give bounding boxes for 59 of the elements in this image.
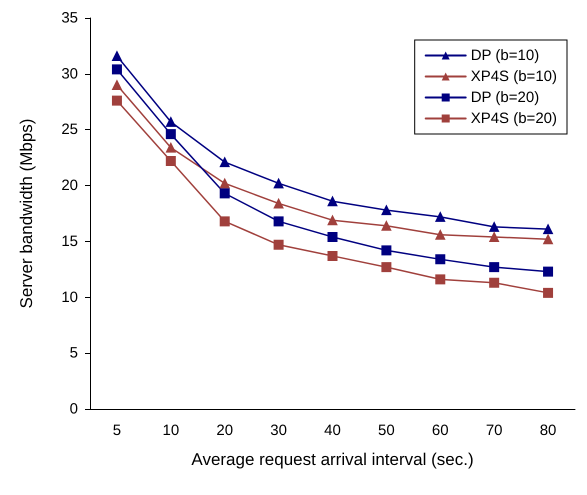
point [435,230,446,240]
x-tick-label: 20 [216,422,234,439]
x-tick-label: 60 [432,422,449,439]
point [489,232,500,242]
y-tick-label: 20 [61,177,78,194]
point [435,274,446,284]
point [435,254,446,264]
point [328,232,338,242]
point [220,157,230,168]
y-tick-label: 15 [61,232,78,250]
point [166,116,176,127]
legend-label: DP (b=10) [470,47,540,64]
x-tick-label: 30 [270,422,287,439]
point [543,288,554,298]
point [381,220,392,231]
y-tick-label: 5 [70,344,78,362]
y-tick-label: 35 [61,10,78,26]
point [166,142,176,153]
point [166,156,176,166]
point [112,64,122,74]
y-tick-label: 10 [61,288,78,306]
y-axis-title: Server bandwidth (Mbps) [17,118,36,308]
x-tick-label: 70 [486,422,503,439]
point [543,224,554,234]
y-tick-label: 30 [61,65,78,82]
point [166,129,176,140]
x-tick-label: 5 [112,422,122,439]
point [489,222,500,232]
point [489,262,500,272]
point [489,278,500,288]
point [220,188,230,198]
point [274,178,284,188]
x-tick-label: 40 [324,422,341,439]
point [381,245,392,256]
point [543,266,554,277]
point [543,234,554,244]
x-axis-title: Average request arrival interval (sec.) [191,450,474,469]
y-tick-label: 0 [70,400,78,418]
point [274,198,284,208]
point [220,178,230,188]
legend-label: XP4S (b=20) [470,110,558,127]
x-tick-label: 50 [378,422,395,439]
point [220,216,230,226]
point [328,215,338,226]
point [328,250,338,261]
point [274,240,284,250]
point [381,262,392,272]
point [112,50,122,61]
point [274,216,284,226]
point [328,196,338,206]
legend-label: DP (b=20) [470,89,540,106]
x-tick-label: 10 [162,422,180,439]
x-tick-label: 80 [540,422,556,439]
point [381,205,392,216]
point [112,80,122,90]
point [112,96,122,106]
y-tick-label: 25 [61,121,78,138]
legend-label: XP4S (b=10) [470,68,558,85]
point [435,212,446,222]
